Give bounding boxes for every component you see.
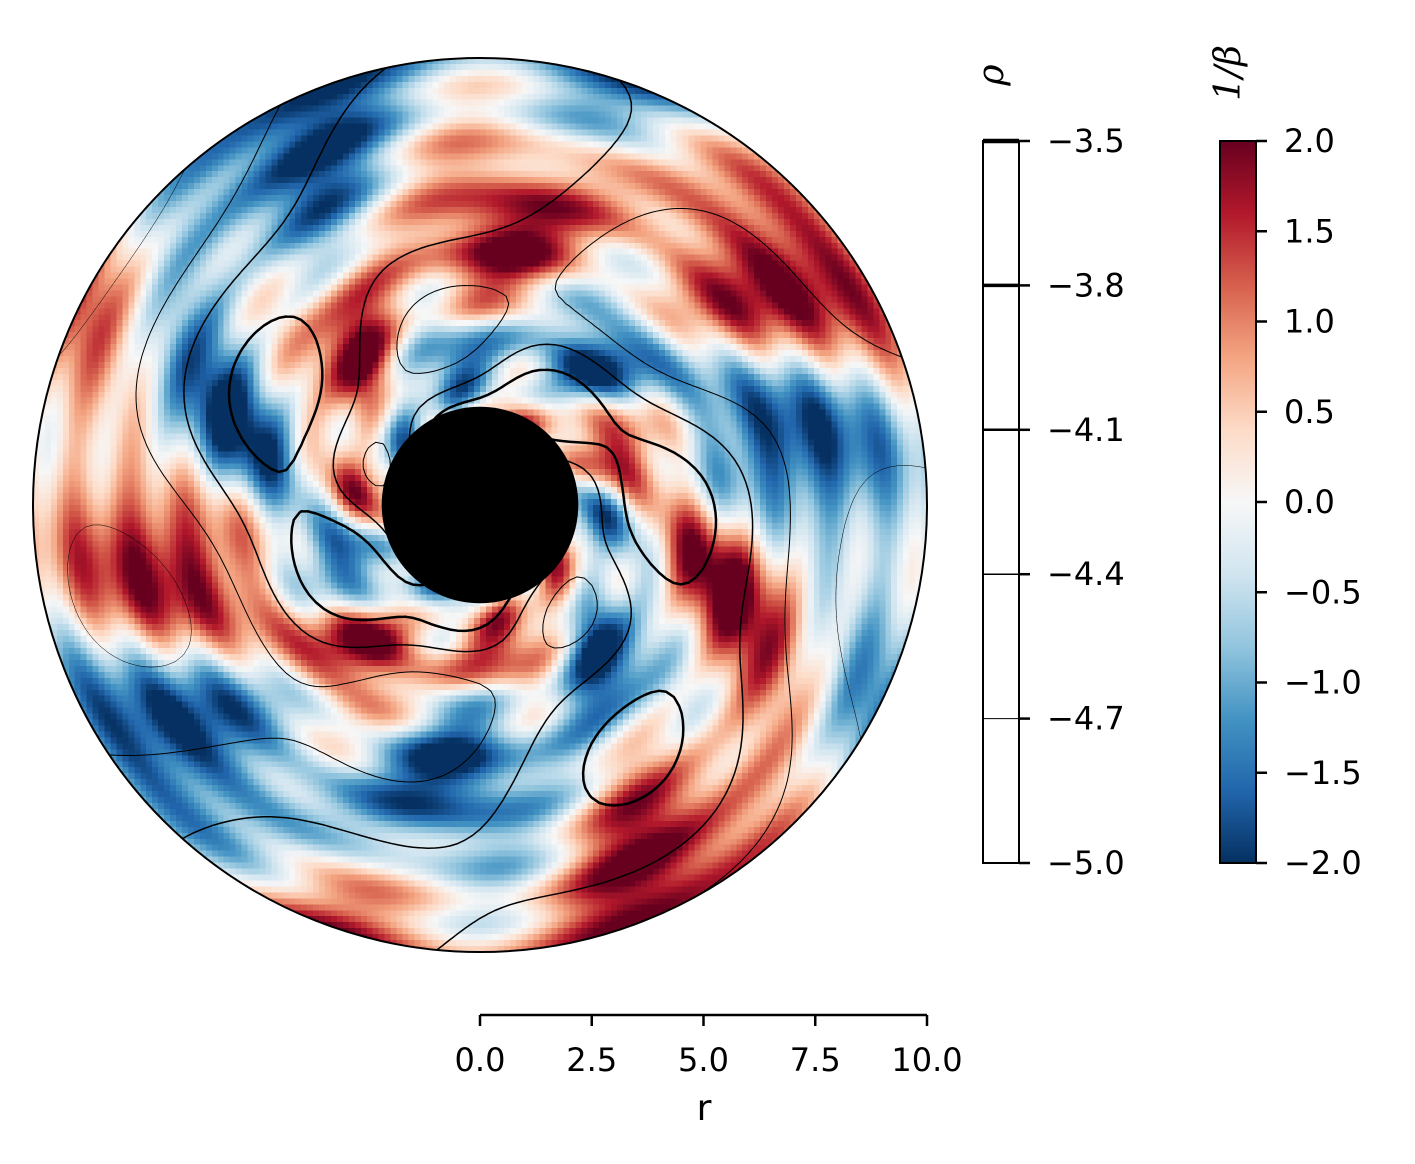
radial-tick-label: 7.5: [790, 1041, 841, 1079]
density-colorbar-box: [982, 140, 1020, 864]
beta-colorbar-tick-label: 0.0: [1284, 483, 1335, 521]
radial-tick-label: 2.5: [566, 1041, 617, 1079]
beta-colorbar-tick-label: −1.0: [1284, 664, 1362, 702]
beta-colorbar-tick-label: 1.5: [1284, 212, 1335, 250]
density-colorbar: ρ −3.5 −3.8 −4.1 −4.4 −4.7 −5.0: [971, 64, 1125, 882]
beta-colorbar: 1/β 2.0 1.5 1.0 0.5 0.0 −0.5 −1.0 −1.5 −2.0: [1208, 45, 1362, 882]
beta-colorbar-tick-label: −1.5: [1284, 754, 1362, 792]
density-colorbar-tick-label: −3.5: [1047, 122, 1125, 160]
beta-colorbar-tick-label: −2.0: [1284, 844, 1362, 882]
density-colorbar-tick-label: −4.1: [1047, 411, 1125, 449]
density-colorbar-title: ρ: [971, 64, 1012, 86]
beta-colorbar-tick-label: −0.5: [1284, 573, 1362, 611]
radial-axis: 0.0 2.5 5.0 7.5 10.0 r: [455, 1013, 963, 1129]
radial-tick-label: 10.0: [891, 1041, 962, 1079]
density-colorbar-tick-label: −4.4: [1047, 555, 1125, 593]
radial-tick-label: 5.0: [678, 1041, 729, 1079]
beta-colorbar-tick-label: 2.0: [1284, 122, 1335, 160]
density-colorbar-tick-label: −5.0: [1047, 844, 1125, 882]
plot-boundary: [32, 57, 928, 953]
inner-boundary-marker: [381, 406, 579, 604]
radial-axis-label: r: [697, 1088, 712, 1129]
radial-tick-label: 0.0: [455, 1041, 506, 1079]
polar-plot: [32, 57, 928, 953]
density-colorbar-tick-label: −4.7: [1047, 700, 1125, 738]
beta-colorbar-tick-label: 1.0: [1284, 303, 1335, 341]
density-colorbar-tick-label: −3.8: [1047, 266, 1125, 304]
beta-colorbar-title: 1/β: [1208, 45, 1249, 101]
beta-colorbar-gradient: [1219, 140, 1257, 864]
beta-colorbar-tick-label: 0.5: [1284, 393, 1335, 431]
